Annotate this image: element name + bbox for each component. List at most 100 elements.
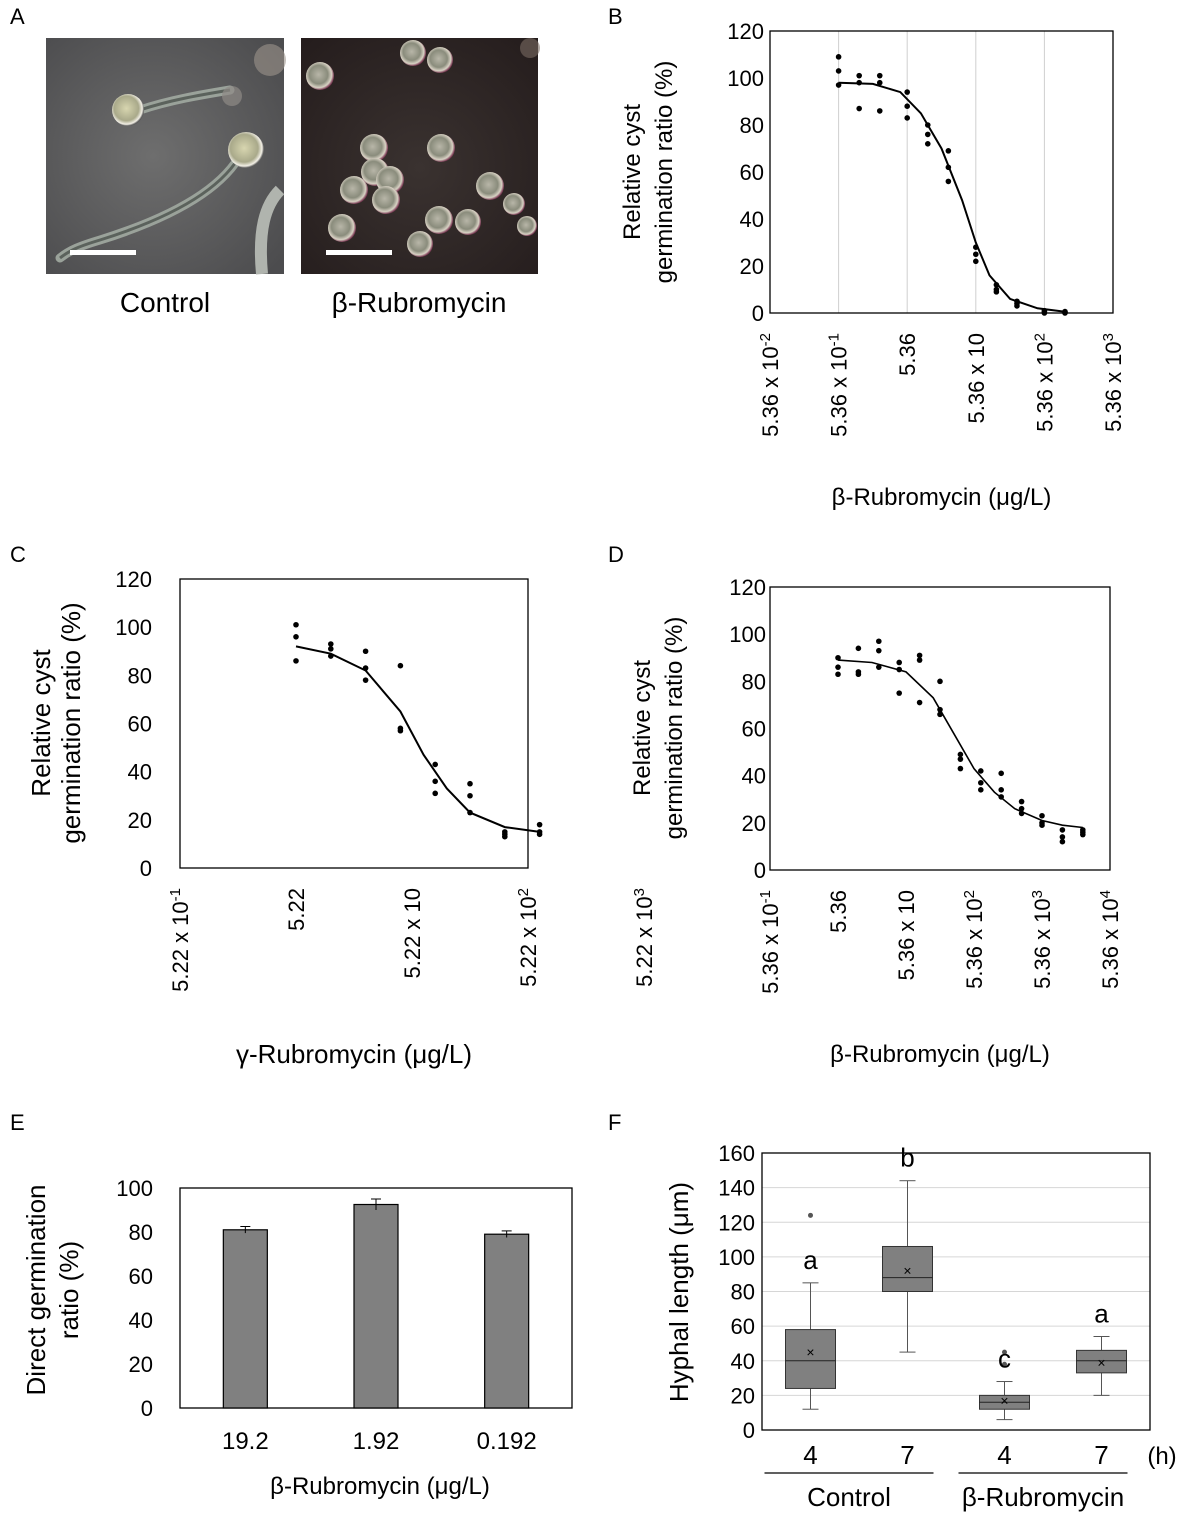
- data-point: [957, 756, 964, 762]
- bar: [222, 1229, 268, 1409]
- x-tick-label: 5.36 x 10-1: [757, 890, 783, 994]
- data-point: [876, 79, 883, 86]
- data-point: [945, 148, 952, 154]
- data-point: [293, 621, 299, 628]
- data-point: [328, 641, 334, 647]
- x-axis-label: γ-Rubromycin (μg/L): [236, 1039, 472, 1069]
- y-tick-label: 20: [129, 1352, 153, 1377]
- data-point: [432, 761, 439, 768]
- data-point: [937, 711, 943, 718]
- y-axis-label-line1: Relative cyst: [629, 660, 656, 796]
- y-tick-label: 0: [140, 856, 152, 881]
- data-point: [904, 115, 910, 121]
- data-point: [1059, 834, 1066, 840]
- caption-rubromycin: β-Rubromycin: [332, 287, 507, 318]
- data-point: [1018, 810, 1025, 817]
- data-point: [957, 751, 964, 758]
- y-tick-label: 120: [115, 567, 152, 592]
- y-tick-label: 60: [740, 160, 764, 185]
- y-axis-label-line2: germination ratio (%): [651, 61, 678, 284]
- chart-d: 0 20 40 60 80 100 120 5.36 x 10-1 5.36 5.36 x 10 5…: [629, 575, 1123, 1068]
- data-point: [904, 89, 910, 95]
- y-axis-label-line1: Direct germination: [21, 1185, 51, 1396]
- data-point: [502, 833, 508, 840]
- data-point: [916, 657, 923, 663]
- data-point: [293, 658, 299, 664]
- data-point: [876, 638, 882, 645]
- data-point: [937, 706, 943, 713]
- data-point: [993, 289, 1000, 295]
- y-tick-label: 40: [740, 207, 764, 232]
- y-tick-label: 60: [129, 1264, 153, 1289]
- data-point: [432, 778, 439, 785]
- data-point: [973, 251, 979, 258]
- data-point: [1039, 812, 1045, 819]
- data-point: [896, 659, 902, 666]
- y-tick-label: 100: [718, 1245, 755, 1270]
- x-tick-label: 5.22 x 102: [515, 888, 541, 987]
- y-axis-label-line2: germination ratio (%): [661, 617, 688, 840]
- data-point: [397, 727, 404, 734]
- x-tick-label: 5.36 x 10-1: [826, 333, 852, 437]
- y-axis-label-line2: germination ratio (%): [56, 602, 86, 843]
- panel-letter-e: E: [10, 1110, 25, 1135]
- y-axis-label-line1: Relative cyst: [26, 649, 56, 797]
- plot-frame: [769, 586, 1111, 871]
- y-tick-label: 80: [742, 669, 766, 694]
- data-point: [998, 787, 1004, 793]
- data-point: [1018, 805, 1025, 812]
- x-tick-label: 0.192: [477, 1428, 537, 1455]
- box: [882, 1245, 933, 1293]
- data-point: [957, 765, 964, 772]
- outlier-point: [1002, 1349, 1007, 1355]
- x-tick-label: 5.36 x 10: [894, 890, 919, 981]
- data-point: [973, 258, 979, 265]
- data-point: [835, 654, 841, 661]
- chart-b: 0 20 40 60 80 100 120 5.36 x 10-2 5.36 x 10-1 5.3…: [619, 19, 1126, 511]
- data-point: [998, 770, 1004, 777]
- data-point: [835, 82, 842, 88]
- fit-curve: [837, 659, 1083, 829]
- data-point: [856, 72, 862, 79]
- significance-letter: c: [998, 1344, 1011, 1374]
- data-point: [293, 634, 299, 640]
- data-point: [876, 664, 882, 670]
- x-tick-label: 5.36 x 103: [1029, 890, 1055, 989]
- data-point: [835, 54, 842, 60]
- y-tick-label: 120: [729, 575, 766, 600]
- data-point: [973, 244, 979, 250]
- data-point: [1059, 838, 1066, 845]
- y-tick-label: 20: [742, 811, 766, 836]
- x-tick-label: 5.22 x 10-1: [167, 888, 193, 992]
- plot-frame: [761, 1152, 1151, 1431]
- x-tick-label: 5.22 x 10: [400, 888, 425, 979]
- data-point: [998, 794, 1004, 800]
- data-point: [924, 141, 931, 147]
- data-point: [328, 653, 334, 659]
- data-point: [362, 665, 369, 671]
- data-point: [1062, 310, 1068, 316]
- x-tick-label: 4: [997, 1440, 1011, 1470]
- panel-letter-d: D: [608, 542, 624, 567]
- data-point: [945, 178, 952, 185]
- y-tick-label: 120: [727, 19, 764, 44]
- data-point: [835, 671, 841, 678]
- y-axis-label-line2: ratio (%): [54, 1241, 84, 1339]
- data-point: [978, 787, 984, 793]
- data-point: [876, 72, 883, 79]
- x-tick-label: 7: [1094, 1440, 1108, 1470]
- micrograph-rubromycin: [301, 38, 540, 274]
- y-tick-label: 40: [742, 764, 766, 789]
- data-point: [432, 790, 439, 797]
- y-tick-label: 100: [115, 615, 152, 640]
- y-tick-label: 80: [740, 113, 764, 138]
- significance-letter: a: [1094, 1299, 1109, 1329]
- y-axis-label-line1: Relative cyst: [619, 104, 646, 240]
- data-point: [1041, 310, 1048, 316]
- x-tick-label: 4: [803, 1440, 817, 1470]
- data-point: [362, 648, 369, 655]
- y-tick-label: 40: [731, 1349, 755, 1374]
- mean-marker: ×: [1000, 1393, 1008, 1409]
- bar: [353, 1203, 399, 1409]
